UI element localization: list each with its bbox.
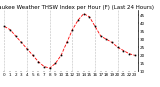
- Title: Milwaukee Weather THSW Index per Hour (F) (Last 24 Hours): Milwaukee Weather THSW Index per Hour (F…: [0, 5, 154, 10]
